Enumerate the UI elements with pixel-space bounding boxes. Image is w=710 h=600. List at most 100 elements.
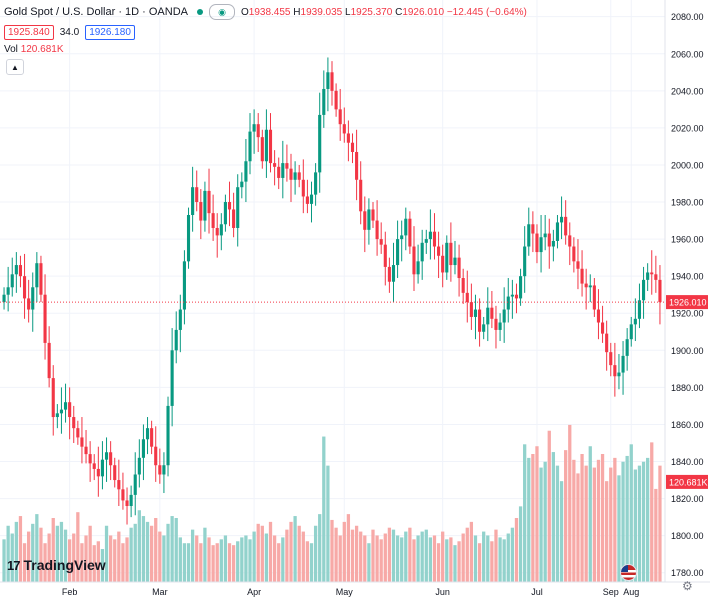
volume-bar: [518, 506, 523, 582]
volume-bar: [31, 523, 35, 582]
volume-bar: [43, 543, 47, 582]
volume-bar: [371, 529, 375, 582]
bid-ask-row: 1925.840 34.0 1926.180: [4, 25, 135, 40]
volume-bar: [72, 533, 76, 582]
volume-bar: [482, 531, 486, 582]
candle-body: [219, 224, 223, 236]
volume-bar: [145, 521, 150, 582]
volume-bar: [256, 523, 260, 582]
candle-body: [625, 339, 629, 356]
volume-bar: [186, 543, 191, 582]
candle-body: [158, 465, 162, 475]
volume-bar: [350, 529, 355, 582]
candle-body: [117, 480, 121, 490]
candle-body: [334, 90, 338, 110]
candle-body: [109, 452, 113, 466]
candle-body: [18, 265, 23, 277]
volume-bar: [121, 543, 125, 582]
x-tick-label: Mar: [152, 587, 168, 597]
last-volume-tag: [666, 474, 708, 489]
candle-body: [55, 413, 59, 418]
us-flag-icon: [620, 564, 637, 581]
x-tick-label: Jul: [531, 587, 543, 597]
volume-bar: [301, 531, 305, 582]
volume-bar: [494, 529, 498, 582]
volume-bar: [605, 481, 609, 582]
volume-bar: [580, 454, 584, 582]
volume-bar: [18, 516, 23, 582]
y-tick-label: 2080.00: [671, 12, 704, 22]
volume-bar: [432, 535, 437, 582]
candle-body: [420, 242, 424, 262]
volume-bar: [629, 444, 633, 582]
buy-price-button[interactable]: 1926.180: [85, 25, 135, 40]
candle-body: [555, 222, 560, 241]
price-axis[interactable]: 1780.00 1800.00 1820.00 1840.00 1860.00 1880.…: [671, 12, 704, 578]
axis-tags: 1926.010 120.681K: [666, 295, 708, 489]
collapse-legend-button[interactable]: ▲: [6, 59, 24, 75]
candle-body: [236, 187, 240, 228]
candle-body: [359, 179, 363, 212]
change-value: −12.445 (−0.64%): [446, 6, 527, 18]
volume-bar: [539, 467, 543, 582]
candle-body: [498, 322, 502, 330]
volume-bar: [506, 533, 510, 582]
candle-body: [125, 500, 129, 507]
y-tick-label: 1840.00: [671, 457, 704, 467]
candle-body: [211, 213, 215, 228]
candle-body: [322, 88, 326, 115]
y-tick-label: 1820.00: [671, 494, 704, 504]
candle-body: [186, 215, 191, 262]
candle-body: [437, 246, 441, 256]
volume-bar: [141, 516, 146, 582]
eye-icon[interactable]: ◉: [209, 4, 235, 20]
volume-bar: [654, 488, 658, 582]
volume-bar: [108, 535, 113, 582]
candle-body: [174, 329, 178, 351]
candle-body: [506, 296, 510, 310]
y-tick-label: 2000.00: [671, 160, 704, 170]
candle-body: [256, 124, 260, 138]
y-tick-label: 2040.00: [671, 86, 704, 96]
volume-bar: [272, 535, 277, 582]
sell-price-button[interactable]: 1925.840: [4, 25, 54, 40]
volume-bar: [395, 535, 400, 582]
candle-body: [10, 274, 14, 288]
volume-bar: [35, 514, 39, 582]
candle-body: [22, 276, 27, 299]
volume-bar: [400, 537, 404, 582]
time-axis[interactable]: Feb Mar Apr May Jun Jul Aug Sep: [62, 587, 639, 597]
candle-body: [35, 263, 39, 288]
symbol-title[interactable]: Gold Spot / U.S. Dollar · 1D · OANDA: [4, 6, 188, 18]
candle-body: [63, 402, 68, 410]
volume-bar: [568, 424, 572, 582]
volume-bar: [96, 541, 100, 582]
candle-body: [342, 124, 346, 134]
gear-icon[interactable]: ⚙: [682, 579, 693, 593]
volume-bar: [473, 535, 478, 582]
volume-bar: [330, 519, 334, 582]
x-tick-label: Apr: [247, 587, 261, 597]
candle-body: [588, 285, 592, 288]
candle-body: [387, 266, 391, 282]
volume-bar: [227, 543, 232, 582]
candle-body: [227, 202, 232, 210]
volume-bar: [162, 535, 166, 582]
volume-bar: [490, 541, 494, 582]
volume-bar: [215, 543, 219, 582]
volume-bar: [92, 545, 96, 582]
candle-body: [162, 465, 166, 475]
volume-bars: [2, 424, 662, 582]
candle-body: [273, 163, 277, 167]
candle-body: [150, 428, 154, 447]
candle-body: [432, 231, 437, 247]
last-price-label: 1926.010: [669, 298, 707, 308]
volume-bar: [379, 539, 383, 582]
candle-body: [641, 279, 646, 301]
volume-bar: [486, 535, 490, 582]
candle-body: [658, 279, 662, 303]
volume-bar: [133, 523, 137, 582]
volume-bar: [84, 535, 88, 582]
candle-body: [199, 202, 203, 221]
